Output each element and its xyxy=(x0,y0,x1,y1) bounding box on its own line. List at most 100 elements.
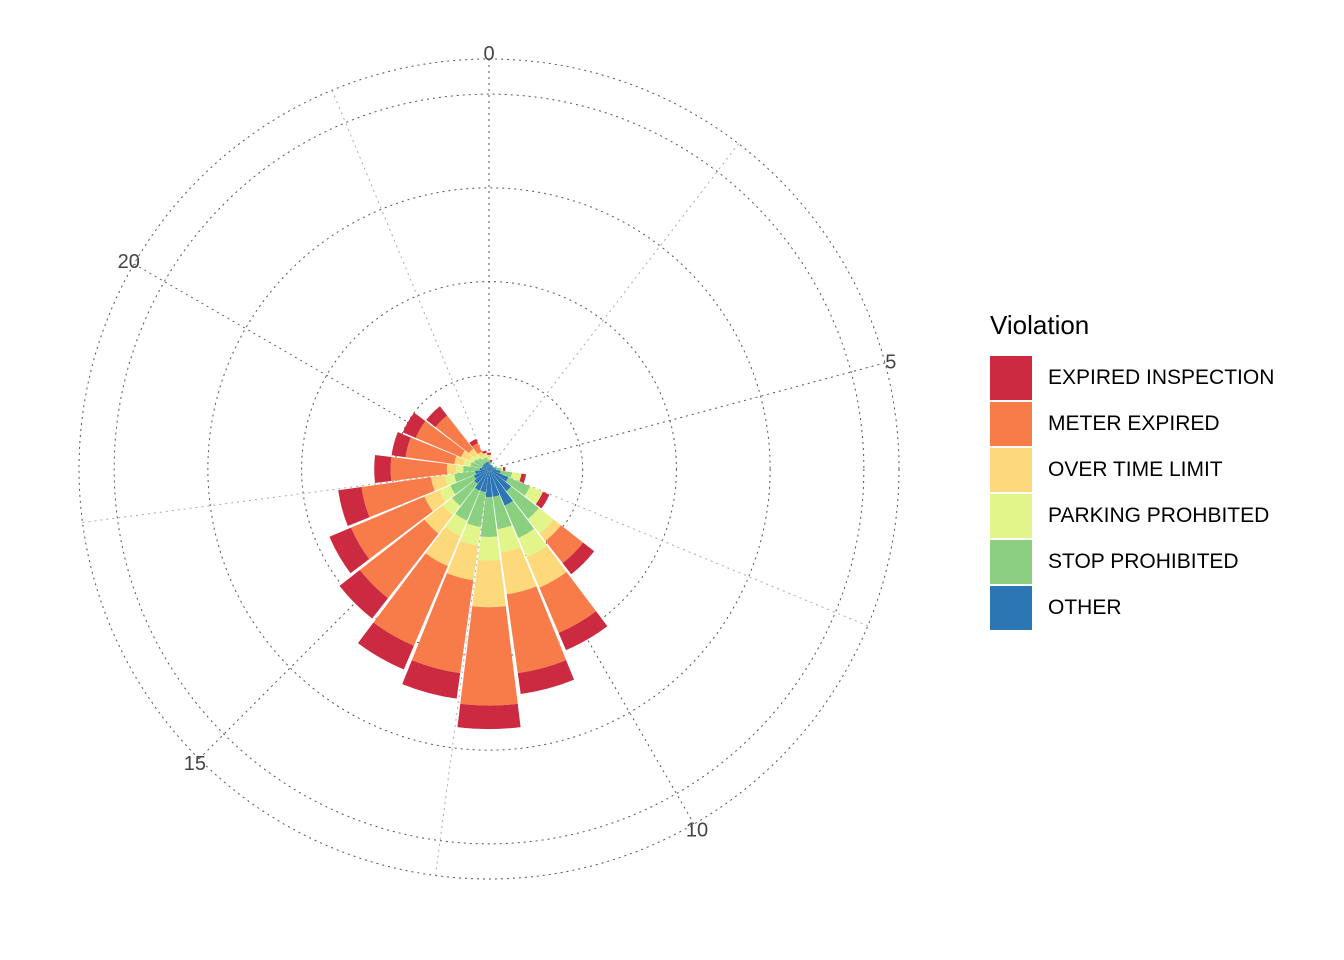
bar-segment-hour-10-other xyxy=(489,469,513,506)
bar-segment-hour-12-expired-inspection xyxy=(457,703,521,730)
legend-item: OTHER xyxy=(990,585,1274,631)
bar-segment-hour-8-expired-inspection xyxy=(535,491,550,509)
bar-segment-hour-17-stop-prohibited xyxy=(454,470,476,483)
bar-segment-hour-20-expired-inspection xyxy=(402,412,426,438)
grid-circle xyxy=(207,187,771,751)
bar-segment-hour-11-over-time-limit xyxy=(500,547,537,595)
bar-segment-hour-15-expired-inspection xyxy=(339,570,388,619)
hour-labels: 0 5 10 15 20 xyxy=(118,43,897,841)
hour-label-15: 15 xyxy=(184,753,206,775)
bar-segment-hour-19-expired-inspection xyxy=(391,432,411,458)
bar-segment-hour-13-stop-prohibited xyxy=(467,490,486,527)
bar-segment-hour-0-parking-prohbited xyxy=(487,457,491,460)
legend-swatch xyxy=(990,540,1032,584)
legend-label: OTHER xyxy=(1048,596,1122,619)
bar-segment-hour-22-over-time-limit xyxy=(477,451,484,458)
bar-segment-hour-21-parking-prohbited xyxy=(474,454,481,461)
bar-segment-hour-14-stop-prohibited xyxy=(455,487,480,521)
bar-segment-hour-7-other xyxy=(489,469,501,474)
bar-segment-hour-18-over-time-limit xyxy=(446,463,457,475)
grid-spoke-minor xyxy=(488,468,868,627)
hour-label-20: 20 xyxy=(118,251,140,273)
legend-swatch xyxy=(990,356,1032,400)
bar-segment-hour-2-other xyxy=(489,464,492,469)
grid-circle xyxy=(394,374,584,564)
bar-segment-hour-1-other xyxy=(489,464,491,469)
grid-spoke-major xyxy=(198,468,490,760)
bar-segment-hour-9-parking-prohbited xyxy=(527,507,554,534)
bar-segment-hour-15-over-time-limit xyxy=(424,505,453,534)
bar-segment-hour-18-other xyxy=(479,467,489,471)
bar-segment-hour-14-over-time-limit xyxy=(425,527,461,567)
bar-segment-hour-18-meter-expired xyxy=(390,457,448,481)
bar-segment-hour-10-expired-inspection xyxy=(558,611,608,651)
bar-segment-hour-10-over-time-limit xyxy=(526,545,567,588)
bar-segment-hour-6-parking-prohbited xyxy=(500,467,504,471)
bar-segment-hour-20-parking-prohbited xyxy=(469,456,476,463)
bar-segment-hour-21-other xyxy=(483,463,489,469)
bar-segment-hour-8-stop-prohibited xyxy=(505,477,530,496)
grid-spoke-major xyxy=(133,263,490,470)
bar-segment-hour-18-stop-prohibited xyxy=(463,465,480,473)
bar-segment-hour-14-other xyxy=(474,469,489,491)
bar-segment-hour-10-parking-prohbited xyxy=(518,528,547,558)
bar-segment-hour-20-over-time-limit xyxy=(460,450,473,461)
legend-item: OVER TIME LIMIT xyxy=(990,447,1274,493)
bar-segment-hour-21-over-time-limit xyxy=(468,448,478,458)
legend-label: EXPIRED INSPECTION xyxy=(1048,366,1275,389)
legend-swatch xyxy=(990,448,1032,492)
bar-segment-hour-17-expired-inspection xyxy=(338,486,370,526)
bar-segment-hour-19-parking-prohbited xyxy=(463,459,472,467)
bar-segment-hour-14-expired-inspection xyxy=(357,622,414,670)
bar-segment-hour-22-stop-prohibited xyxy=(481,458,487,464)
grid-spoke-major xyxy=(488,468,695,825)
bar-segment-hour-11-meter-expired xyxy=(506,586,567,674)
bar-segment-hour-13-other xyxy=(480,469,489,493)
bar-segment-hour-5-stop-prohibited xyxy=(493,466,496,469)
bar-segment-hour-14-meter-expired xyxy=(373,553,448,646)
bar-segment-hour-22-expired-inspection xyxy=(469,438,479,447)
bar-segment-hour-7-parking-prohbited xyxy=(510,472,522,482)
bar-segment-hour-0-over-time-limit xyxy=(487,454,491,458)
bar-segment-hour-23-parking-prohbited xyxy=(483,455,488,459)
bar-segment-hour-10-meter-expired xyxy=(539,571,597,633)
bar-segment-hour-17-meter-expired xyxy=(361,477,435,518)
bar-segment-hour-9-stop-prohibited xyxy=(506,486,539,519)
bar-segment-hour-11-other xyxy=(489,469,500,497)
bar-segment-hour-10-stop-prohibited xyxy=(504,500,535,538)
legend: Violation EXPIRED INSPECTION METER EXPIRE… xyxy=(990,310,1274,631)
bar-segment-hour-22-other xyxy=(484,462,489,469)
bar-segment-hour-12-other xyxy=(485,469,493,498)
bar-segment-hour-22-meter-expired xyxy=(472,443,482,455)
bar-segment-hour-16-stop-prohibited xyxy=(450,475,476,495)
bar-segment-hour-8-other xyxy=(489,469,509,482)
bar-segment-hour-11-parking-prohbited xyxy=(497,525,521,553)
bar-segment-hour-16-expired-inspection xyxy=(329,527,370,574)
bar-segment-hour-13-parking-prohbited xyxy=(460,523,481,546)
legend-title: Violation xyxy=(990,310,1090,340)
bar-segment-hour-23-stop-prohibited xyxy=(484,457,489,463)
bar-segment-hour-11-expired-inspection xyxy=(517,660,575,695)
bar-segment-hour-15-other xyxy=(474,469,489,484)
bar-segment-hour-4-other xyxy=(489,466,494,469)
bar-segment-hour-11-stop-prohibited xyxy=(492,495,512,530)
bar-segment-hour-20-stop-prohibited xyxy=(473,459,484,467)
legend-item: STOP PROHIBITED xyxy=(990,539,1274,585)
bar-segment-hour-9-expired-inspection xyxy=(562,542,595,575)
bar-segment-hour-16-meter-expired xyxy=(351,496,433,560)
bar-segment-hour-19-other xyxy=(482,466,489,469)
bar-segment-hour-16-over-time-limit xyxy=(424,490,446,512)
bar-segment-hour-8-parking-prohbited xyxy=(524,486,543,505)
bar-segment-hour-12-over-time-limit xyxy=(472,559,506,608)
bar-segment-hour-20-meter-expired xyxy=(415,421,465,458)
bar-segment-hour-0-other xyxy=(488,461,490,469)
bar-segment-hour-15-stop-prohibited xyxy=(452,480,478,506)
legend-item: METER EXPIRED xyxy=(990,401,1274,447)
polar-bars xyxy=(329,406,608,730)
bar-segment-hour-15-parking-prohbited xyxy=(442,497,461,516)
bar-segment-hour-0-expired-inspection xyxy=(487,452,491,456)
grid-spoke-minor xyxy=(82,468,490,524)
legend-item: EXPIRED INSPECTION xyxy=(990,355,1274,401)
bar-segment-hour-7-stop-prohibited xyxy=(499,470,513,478)
bar-segment-hour-9-meter-expired xyxy=(545,525,584,564)
